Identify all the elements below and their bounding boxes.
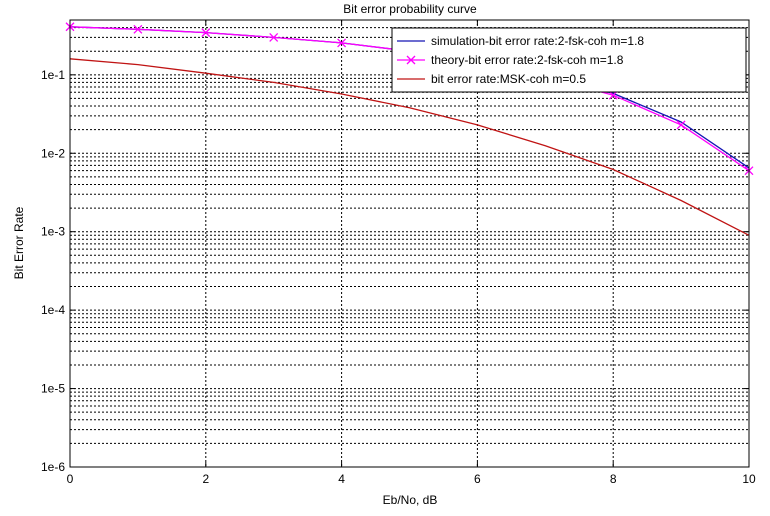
x-tick-label: 8 (610, 472, 617, 486)
x-axis-label: Eb/No, dB (383, 493, 438, 507)
chart-title: Bit error probability curve (343, 2, 477, 16)
y-tick-label: 1e-6 (41, 460, 65, 474)
y-tick-label: 1e-2 (41, 146, 65, 160)
y-axis: 1e-1 1e-2 1e-3 1e-4 1e-5 1e-6 (41, 68, 749, 474)
marker-stroke (337, 38, 347, 48)
y-tick-label: 1e-4 (41, 303, 65, 317)
y-tick-label: 1e-1 (41, 68, 65, 82)
series-1-point (201, 28, 211, 38)
y-tick-label: 1e-5 (41, 382, 65, 396)
marker-stroke (201, 28, 211, 38)
x-axis: 0 2 4 6 8 10 (67, 20, 756, 486)
x-tick-label: 2 (202, 472, 209, 486)
legend-label-1: theory-bit error rate:2-fsk-coh m=1.8 (431, 53, 624, 67)
marker-stroke (133, 24, 143, 34)
series-1-point (337, 38, 347, 48)
series-1-point (608, 90, 618, 100)
plot-frame (69, 19, 750, 468)
legend-label-0: simulation-bit error rate:2-fsk-coh m=1.… (431, 34, 644, 48)
marker-stroke (269, 32, 279, 42)
y-tick-label: 1e-3 (41, 225, 65, 239)
x-tick-label: 6 (474, 472, 481, 486)
series-line-2 (69, 58, 750, 236)
marker-stroke (608, 90, 618, 100)
x-tick-label: 10 (742, 472, 756, 486)
legend-marker (406, 55, 416, 65)
marker-stroke (676, 120, 686, 130)
series-1-point (676, 120, 686, 130)
legend-label-2: bit error rate:MSK-coh m=0.5 (431, 72, 586, 86)
legend-box (391, 27, 747, 93)
y-axis-label: Bit Error Rate (12, 206, 26, 279)
x-tick-label: 4 (338, 472, 345, 486)
legend: simulation-bit error rate:2-fsk-coh m=1.… (391, 27, 747, 93)
series-1-point (269, 32, 279, 42)
series-1-point (133, 24, 143, 34)
x-tick-label: 0 (67, 472, 74, 486)
